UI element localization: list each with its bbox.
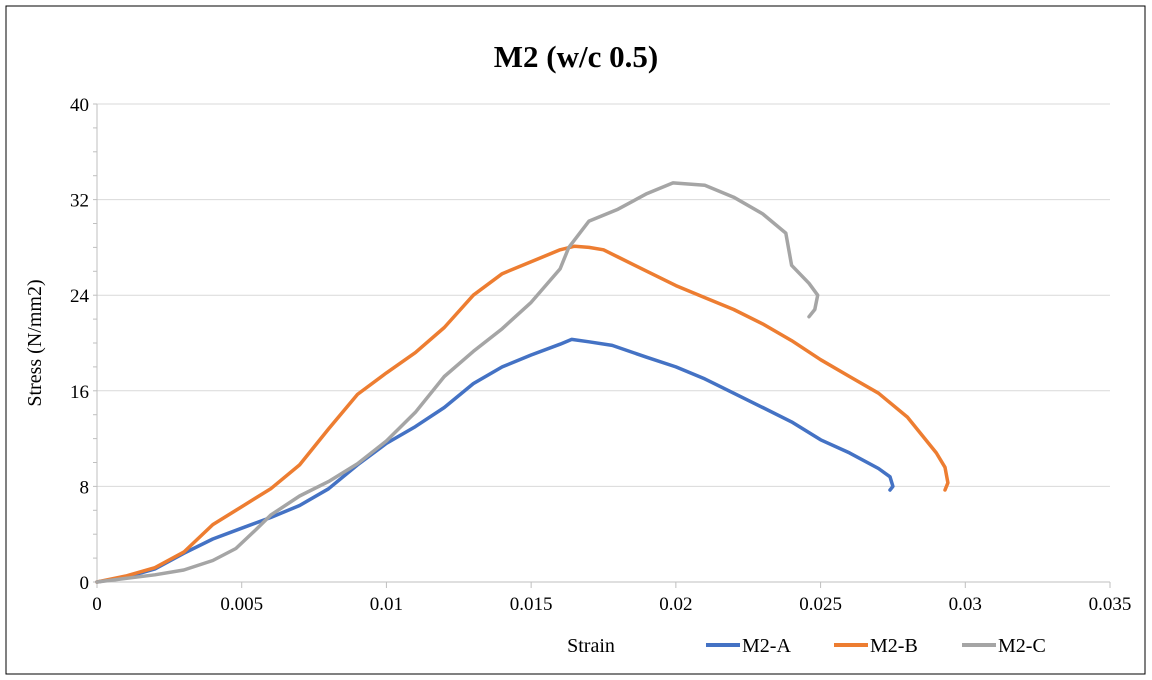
- chart-title: M2 (w/c 0.5): [494, 39, 658, 74]
- legend-label: M2-A: [742, 635, 791, 657]
- chart-border: [5, 5, 1146, 675]
- x-tick-label: 0.035: [1089, 594, 1132, 615]
- x-axis-label: Strain: [567, 635, 615, 657]
- grid: [97, 103, 1110, 487]
- x-tick-label: 0.015: [510, 594, 553, 615]
- series-line-m2-b: [95, 244, 950, 584]
- y-tick-label: 24: [70, 286, 90, 307]
- legend-label: M2-B: [870, 635, 918, 657]
- x-tick-label: 0: [92, 594, 102, 615]
- legend-label: M2-C: [998, 635, 1046, 657]
- x-tick-label: 0.03: [949, 594, 982, 615]
- tick-labels: 0 8 16 24 32 40 0 0.005 0.01 0.015 0.02 0.025 0.03 0.…: [70, 95, 1131, 615]
- series-line-m2-c: [95, 181, 820, 584]
- y-axis-label: Stress (N/mm2): [24, 279, 46, 406]
- series-line-m2-a: [95, 337, 895, 584]
- y-tick-label: 40: [70, 95, 89, 116]
- y-tick-label: 0: [80, 573, 90, 594]
- series-lines: [95, 181, 950, 584]
- axes: [93, 103, 1111, 588]
- y-tick-label: 32: [70, 191, 89, 212]
- y-tick-label: 8: [80, 477, 90, 498]
- x-tick-label: 0.02: [659, 594, 692, 615]
- x-tick-label: 0.025: [799, 594, 842, 615]
- x-tick-label: 0.01: [370, 594, 403, 615]
- legend: M2-A M2-B M2-C: [706, 635, 1046, 657]
- x-tick-label: 0.005: [220, 594, 263, 615]
- y-tick-label: 16: [70, 382, 89, 403]
